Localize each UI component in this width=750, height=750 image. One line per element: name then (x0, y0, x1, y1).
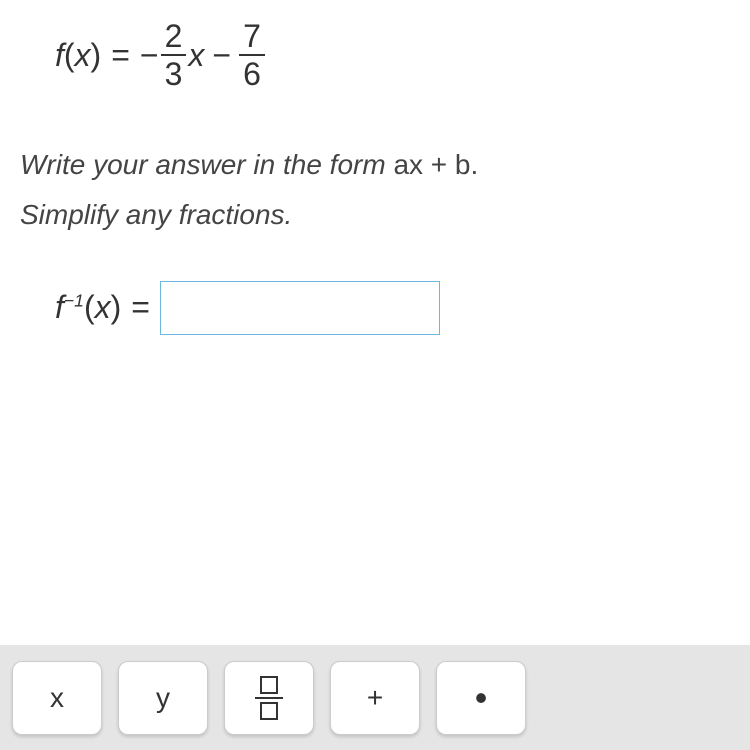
problem-content: f ( x ) = − 2 3 x − 7 6 Write your answe… (0, 0, 750, 335)
function-arg: x (75, 37, 91, 74)
toolbar-dot-button[interactable]: • (436, 661, 526, 735)
instruction-line1: Write your answer in the form (20, 149, 393, 180)
toolbar-plus-button[interactable]: + (330, 661, 420, 735)
toolbar-y-label: y (156, 682, 170, 714)
toolbar-plus-label: + (367, 682, 383, 714)
negative-sign: − (140, 37, 159, 74)
toolbar-x-label: x (50, 682, 64, 714)
close-paren: ) (91, 37, 102, 74)
fraction-2-denominator: 6 (239, 56, 265, 90)
instruction-line2: Simplify any fractions. (20, 199, 292, 230)
equals-sign: = (111, 37, 130, 74)
toolbar-x-button[interactable]: x (12, 661, 102, 735)
inverse-exponent: −1 (64, 291, 84, 311)
inverse-func-name: f−1 (55, 289, 84, 326)
open-paren: ( (64, 37, 75, 74)
fraction-icon (255, 676, 283, 720)
fraction-1-numerator: 2 (161, 20, 187, 56)
function-equation: f ( x ) = − 2 3 x − 7 6 (55, 20, 730, 90)
answer-close-paren: ) (111, 289, 122, 326)
answer-input[interactable] (160, 281, 440, 335)
minus-sign: − (212, 37, 231, 74)
fraction-2: 7 6 (239, 20, 265, 90)
instruction-text: Write your answer in the form ax + b. Si… (20, 140, 730, 241)
function-name: f (55, 37, 64, 74)
fraction-2-numerator: 7 (239, 20, 265, 56)
input-toolbar: x y + • (0, 645, 750, 750)
toolbar-fraction-button[interactable] (224, 661, 314, 735)
fraction-1-denominator: 3 (161, 56, 187, 90)
answer-equals: = (131, 289, 150, 326)
fraction-1: 2 3 (161, 20, 187, 90)
fraction-icon-top (260, 676, 278, 694)
answer-row: f−1 ( x ) = (55, 281, 730, 335)
answer-func-arg: x (95, 289, 111, 326)
func-letter: f (55, 289, 64, 325)
answer-open-paren: ( (84, 289, 95, 326)
toolbar-y-button[interactable]: y (118, 661, 208, 735)
fraction-icon-line (255, 697, 283, 699)
variable-x: x (188, 37, 204, 74)
instruction-form: ax + b. (393, 149, 478, 180)
fraction-icon-bottom (260, 702, 278, 720)
